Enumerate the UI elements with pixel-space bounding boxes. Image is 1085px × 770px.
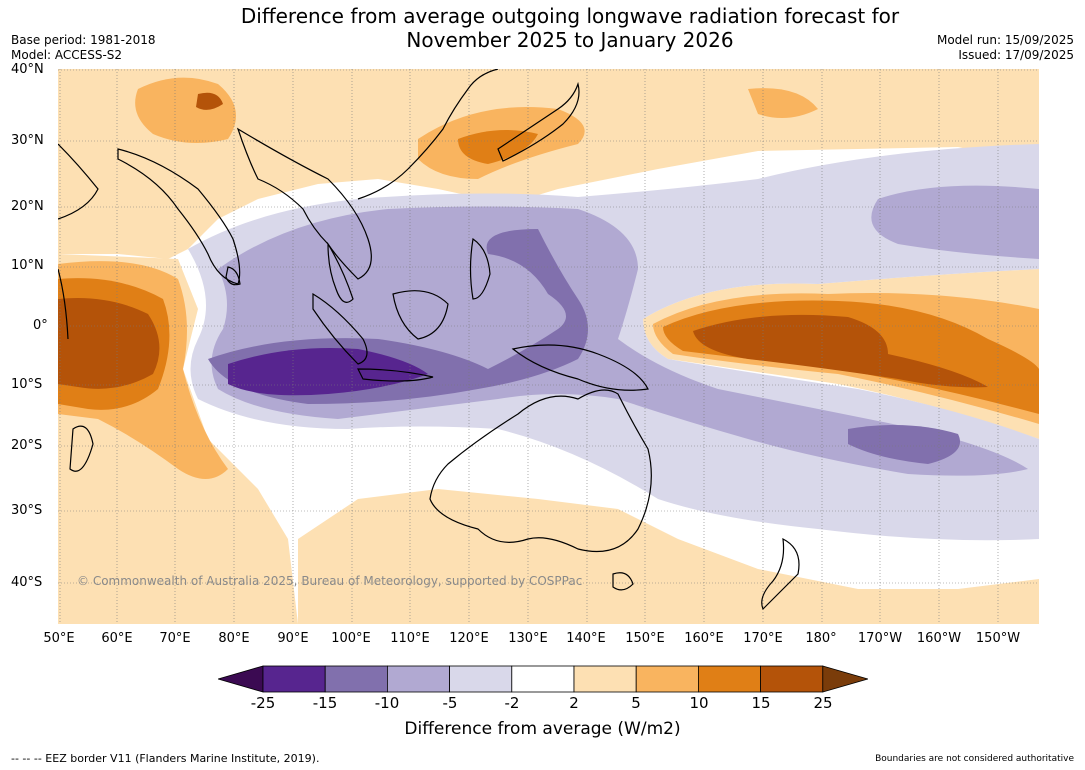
colorbar-label: 2: [569, 694, 579, 712]
model-run-text: Model run: 15/09/2025: [936, 33, 1074, 47]
java-coastline: [357, 368, 434, 382]
colorbar-swatches: [218, 665, 868, 693]
lon-label-110e: 110°E: [390, 631, 430, 646]
meta-right: Model run: 15/09/2025 Issued: 17/09/2025: [937, 33, 1074, 63]
colorbar-label: 10: [689, 694, 709, 712]
lon-label-80e: 80°E: [218, 631, 250, 646]
lon-label-140e: 140°E: [566, 631, 606, 646]
negative-anomaly-strong-pacific: [848, 425, 960, 464]
arabia-coastline: [58, 143, 99, 220]
africa-coastline: [58, 268, 69, 340]
positive-anomaly-north-strong: [458, 130, 538, 164]
lat-label-10n: 10°N: [11, 258, 44, 273]
sumatra-coastline: [312, 292, 368, 365]
colorbar-swatch: [262, 665, 326, 693]
lat-label-30n: 30°N: [11, 133, 44, 148]
colorbar-label: -15: [312, 694, 338, 712]
new-guinea-coastline: [511, 344, 649, 391]
map-title: Difference from average outgoing longwav…: [180, 4, 960, 52]
positive-anomaly-west-peak: [58, 298, 160, 389]
base-period-text: Base period: 1981-2018: [11, 33, 156, 47]
lon-label-120e: 120°E: [449, 631, 489, 646]
graticule: [58, 69, 1039, 624]
colorbar-extend-high: [822, 665, 868, 693]
lon-label-160e: 160°E: [684, 631, 724, 646]
colorbar-swatch: [449, 665, 513, 693]
colorbar-label: 15: [751, 694, 771, 712]
china-coastline: [357, 69, 499, 200]
map-svg: [58, 69, 1039, 624]
model-text: Model: ACCESS-S2: [11, 48, 123, 62]
colorbar-swatch: [760, 665, 824, 693]
lon-label-170w: 170°W: [857, 631, 903, 646]
colorbar-label: -25: [250, 694, 276, 712]
meta-left: Base period: 1981-2018 Model: ACCESS-S2: [11, 33, 156, 63]
lat-label-40n: 40°N: [11, 62, 44, 77]
lat-label-20s: 20°S: [11, 438, 43, 453]
lon-label-170e: 170°E: [743, 631, 783, 646]
colorbar-label: -10: [374, 694, 400, 712]
madagascar-coastline: [69, 425, 94, 472]
sri-lanka-coastline: [225, 266, 241, 286]
lat-label-20n: 20°N: [11, 199, 44, 214]
positive-anomaly-south: [298, 489, 1039, 624]
colorbar-label: 5: [631, 694, 641, 712]
lon-label-90e: 90°E: [277, 631, 309, 646]
boundaries-footnote: Boundaries are not considered authoritat…: [875, 754, 1074, 764]
lon-label-100e: 100°E: [331, 631, 371, 646]
borneo-coastline: [392, 290, 449, 340]
issued-text: Issued: 17/09/2025: [958, 48, 1074, 62]
positive-anomaly-north-medium-3: [748, 88, 818, 118]
colorbar-swatch: [573, 665, 637, 693]
colorbar-label: 25: [813, 694, 833, 712]
title-line-1: Difference from average outgoing longwav…: [240, 4, 900, 28]
japan-coastline: [497, 81, 580, 162]
negative-anomaly-medium-pacific: [871, 185, 1039, 259]
lon-label-70e: 70°E: [159, 631, 191, 646]
lat-label-eq: 0°: [33, 318, 48, 333]
lon-label-150e: 150°E: [625, 631, 665, 646]
lat-label-30s: 30°S: [11, 503, 43, 518]
lon-label-60e: 60°E: [101, 631, 133, 646]
colorbar-swatch: [635, 665, 699, 693]
lat-label-40s: 40°S: [11, 575, 43, 590]
colorbar-swatch: [386, 665, 450, 693]
positive-anomaly-north-peak: [196, 92, 223, 110]
australia-coastline: [429, 389, 652, 553]
eez-footnote: -- -- -- EEZ border V11 (Flanders Marine…: [11, 752, 320, 765]
colorbar-label: -5: [442, 694, 458, 712]
coastlines: [58, 69, 800, 611]
lon-label-150w: 150°W: [975, 631, 1021, 646]
lon-label-180: 180°: [805, 631, 837, 646]
colorbar-label: -2: [504, 694, 520, 712]
lat-label-10s: 10°S: [11, 377, 43, 392]
lon-label-160w: 160°W: [916, 631, 962, 646]
colorbar-swatch: [697, 665, 761, 693]
positive-anomaly-pacific-peak: [693, 314, 988, 388]
anomaly-map: [58, 69, 1039, 624]
copyright-text: © Commonwealth of Australia 2025, Bureau…: [77, 574, 583, 588]
colorbar-extend-low: [218, 665, 264, 693]
tasmania-coastline: [612, 572, 634, 591]
negative-anomaly-peak: [228, 348, 428, 396]
colorbar-swatch: [324, 665, 388, 693]
new-zealand-coastline: [761, 537, 800, 611]
colorbar-swatch: [511, 665, 575, 693]
colorbar: [218, 665, 868, 693]
colorbar-title: Difference from average (W/m2): [404, 719, 681, 739]
lon-label-50e: 50°E: [43, 631, 75, 646]
lon-label-130e: 130°E: [508, 631, 548, 646]
negative-anomaly-medium: [211, 206, 1029, 476]
indochina-coastline: [236, 127, 372, 280]
philippines-coastline: [469, 237, 491, 300]
malay-peninsula-coastline: [327, 241, 354, 303]
title-line-2: November 2025 to January 2026: [406, 28, 734, 52]
